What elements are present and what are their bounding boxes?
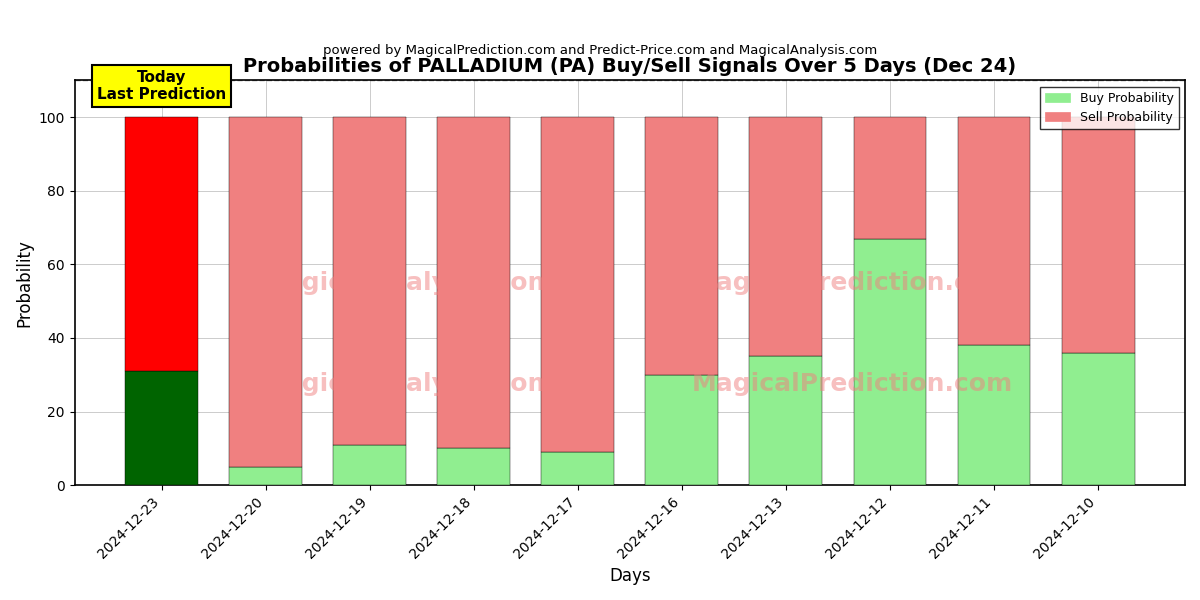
Bar: [334, 117, 406, 445]
X-axis label: Days: Days: [610, 567, 650, 585]
Text: MagicalAnalysis.com: MagicalAnalysis.com: [260, 271, 554, 295]
Bar: [437, 117, 510, 448]
Bar: [646, 117, 719, 375]
Text: MagicalAnalysis.com: MagicalAnalysis.com: [260, 372, 554, 396]
Bar: [1062, 353, 1134, 485]
Text: Today
Last Prediction: Today Last Prediction: [97, 70, 226, 103]
Bar: [853, 117, 926, 239]
Bar: [334, 445, 406, 485]
Bar: [750, 356, 822, 485]
Title: Probabilities of PALLADIUM (PA) Buy/Sell Signals Over 5 Days (Dec 24): Probabilities of PALLADIUM (PA) Buy/Sell…: [244, 57, 1016, 76]
Legend: Buy Probability, Sell Probability: Buy Probability, Sell Probability: [1040, 86, 1178, 129]
Bar: [125, 117, 198, 371]
Bar: [541, 117, 614, 452]
Text: MagicalPrediction.com: MagicalPrediction.com: [691, 271, 1013, 295]
Bar: [1062, 117, 1134, 353]
Text: MagicalPrediction.com: MagicalPrediction.com: [691, 372, 1013, 396]
Bar: [229, 117, 302, 467]
Bar: [437, 448, 510, 485]
Bar: [750, 117, 822, 356]
Bar: [541, 452, 614, 485]
Bar: [853, 239, 926, 485]
Y-axis label: Probability: Probability: [16, 239, 34, 326]
Bar: [958, 346, 1031, 485]
Bar: [958, 117, 1031, 346]
Text: powered by MagicalPrediction.com and Predict-Price.com and MagicalAnalysis.com: powered by MagicalPrediction.com and Pre…: [323, 44, 877, 57]
Bar: [229, 467, 302, 485]
Bar: [125, 371, 198, 485]
Bar: [646, 375, 719, 485]
